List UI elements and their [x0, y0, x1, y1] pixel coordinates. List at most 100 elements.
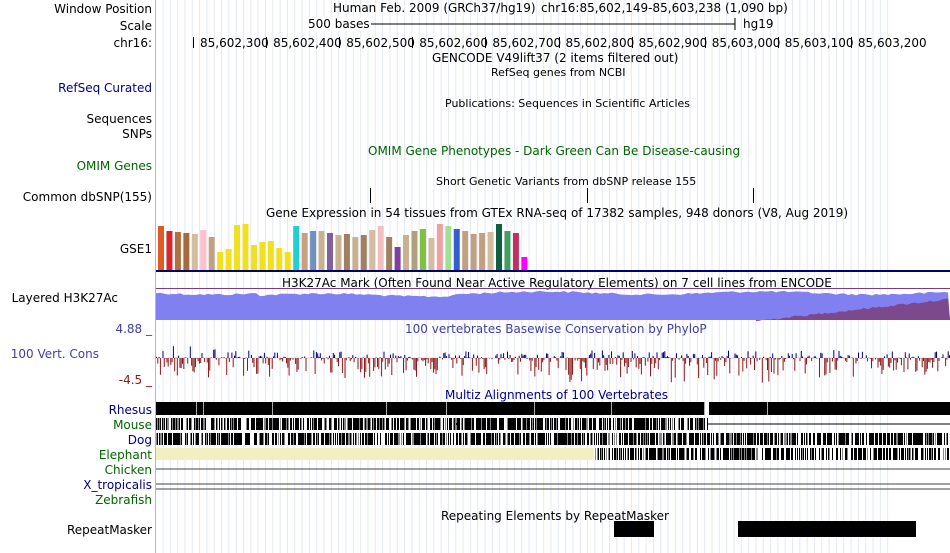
- gtex-tissue-bar: [166, 231, 173, 270]
- gtex-tissue-bar: [284, 252, 291, 270]
- multiz-alignments[interactable]: [156, 402, 950, 494]
- ruler-tick-label: 85,602,700: [492, 36, 562, 50]
- snps-label[interactable]: SNPs: [122, 127, 152, 141]
- ruler-tick-label: 85,603,200: [857, 36, 927, 50]
- gtex-tissue-bar: [276, 248, 283, 270]
- gtex-tissue-bar: [512, 233, 519, 270]
- gtex-tissue-bar: [293, 226, 300, 270]
- gencode-title: GENCODE V49lift37 (2 items filtered out): [432, 51, 679, 65]
- layered-h3k27ac-label[interactable]: Layered H3K27Ac: [11, 291, 118, 305]
- cons-min-label: -4.5 _: [118, 373, 152, 387]
- h3k27ac-title: H3K27Ac Mark (Often Found Near Active Re…: [282, 276, 832, 290]
- chrom-label: chr16:: [113, 36, 152, 50]
- species-label-x_tropicalis[interactable]: X_tropicalis: [83, 478, 152, 492]
- omim-genes-label[interactable]: OMIM Genes: [76, 159, 152, 173]
- gtex-tissue-bar: [394, 247, 401, 270]
- gtex-tissue-bar: [259, 242, 266, 270]
- gtex-tissue-bar: [419, 229, 426, 270]
- gtex-tissue-bar: [200, 230, 207, 270]
- snp-mark: [587, 188, 588, 203]
- gtex-tissue-bar: [301, 233, 308, 270]
- omim-title: OMIM Gene Phenotypes - Dark Green Can Be…: [368, 144, 741, 158]
- gtex-tissue-bar: [403, 235, 410, 270]
- gtex-tissue-bar: [377, 226, 384, 270]
- ruler-tick-label: 85,602,300: [200, 36, 269, 50]
- position-coords[interactable]: chr16:85,602,149-85,603,238 (1,090 bp): [541, 1, 788, 15]
- gtex-tissue-bar: [242, 224, 249, 270]
- dbsnp-variants: [370, 188, 754, 203]
- gtex-tissue-bar: [462, 231, 469, 270]
- species-label-chicken[interactable]: Chicken: [104, 463, 152, 477]
- ruler-tick: [777, 37, 779, 48]
- ruler-tick-label: 85,602,500: [346, 36, 415, 50]
- species-label-rhesus[interactable]: Rhesus: [108, 403, 152, 417]
- scale-label: Scale: [119, 19, 152, 33]
- species-label-zebrafish[interactable]: Zebrafish: [95, 493, 152, 507]
- gtex-tissue-bar: [369, 230, 376, 270]
- gtex-tissue-bar: [318, 231, 325, 270]
- gtex-tissue-bar: [496, 224, 502, 270]
- assembly-text: hg19: [743, 17, 774, 31]
- ruler-tick: [412, 37, 414, 48]
- ruler-tick-label: 85,602,800: [565, 36, 635, 50]
- vert-cons-label[interactable]: 100 Vert. Cons: [10, 347, 99, 361]
- gtex-tissue-bar: [183, 233, 190, 270]
- gtex-tissue-bar: [310, 231, 317, 270]
- scale-bar-text: 500 bases: [307, 17, 371, 31]
- ruler-tick-label: 85,602,600: [419, 36, 489, 50]
- gtex-tissue-bar: [234, 225, 241, 270]
- ruler-tick: [485, 37, 487, 48]
- gtex-tissue-bar: [267, 241, 274, 270]
- gtex-tissue-bar: [250, 245, 257, 270]
- gtex-tissue-bar: [217, 252, 224, 270]
- refseq-curated-label[interactable]: RefSeq Curated: [58, 81, 152, 95]
- gtex-tissue-bar: [208, 237, 215, 270]
- conservation-title: 100 vertebrates Basewise Conservation by…: [405, 322, 707, 336]
- ruler-tick-label: 85,603,100: [784, 36, 854, 50]
- gtex-tissue-bar: [343, 234, 350, 270]
- common-dbsnp-label[interactable]: Common dbSNP(155): [22, 190, 152, 204]
- ruler-tick: [631, 37, 633, 48]
- gtex-tissue-bar: [352, 237, 359, 270]
- gtex-tissue-bar: [335, 235, 342, 270]
- h3k27ac-blue-layer: [156, 290, 950, 320]
- window-position-label: Window Position: [54, 2, 152, 16]
- snp-mark: [753, 188, 754, 203]
- scale-bar: [369, 18, 736, 30]
- gse1-gene-label[interactable]: GSE1: [119, 242, 152, 256]
- gtex-tissue-bar: [360, 235, 367, 270]
- position-text: Human Feb. 2009 (GRCh37/hg19): [333, 1, 536, 15]
- gtex-tissue-bar: [479, 233, 486, 270]
- gtex-tissue-bar: [521, 257, 528, 270]
- gtex-tissue-bar: [436, 224, 443, 270]
- ruler-tick: [850, 37, 852, 48]
- publications-title: Publications: Sequences in Scientific Ar…: [445, 97, 690, 110]
- multiz-title: Multiz Alignments of 100 Vertebrates: [445, 388, 669, 402]
- sequences-label[interactable]: Sequences: [86, 112, 152, 126]
- gtex-tissue-bar: [174, 232, 181, 270]
- ruler-tick: [193, 37, 194, 48]
- gtex-tissue-bar: [191, 234, 198, 270]
- repeatmasker-label[interactable]: RepeatMasker: [66, 523, 152, 537]
- gtex-tissue-bar: [158, 226, 164, 270]
- dbsnp-title: Short Genetic Variants from dbSNP releas…: [436, 175, 697, 188]
- ruler-tick-label: 85,603,000: [711, 36, 781, 50]
- ruler-tick: [266, 37, 268, 48]
- ruler-tick: [704, 37, 706, 48]
- repeatmasker-blocks[interactable]: [156, 520, 950, 540]
- label-column-divider: [155, 0, 156, 553]
- ruler-tick: [339, 37, 341, 48]
- gtex-baseline: [156, 270, 950, 272]
- gtex-tissue-bar: [470, 234, 477, 270]
- phylop-conservation[interactable]: [156, 338, 950, 390]
- species-label-elephant[interactable]: Elephant: [98, 448, 152, 462]
- species-label-mouse[interactable]: Mouse: [113, 418, 152, 432]
- h3k27ac-signal[interactable]: [156, 288, 950, 322]
- h3k27ac-purple-layer: [756, 298, 950, 322]
- gtex-tissue-bar: [225, 249, 232, 270]
- gtex-expression-bars[interactable]: [156, 222, 556, 270]
- repeatmasker-title: Repeating Elements by RepeatMasker: [441, 509, 669, 523]
- gtex-title: Gene Expression in 54 tissues from GTEx …: [266, 206, 849, 220]
- species-label-dog[interactable]: Dog: [127, 433, 152, 447]
- snp-mark: [370, 188, 371, 203]
